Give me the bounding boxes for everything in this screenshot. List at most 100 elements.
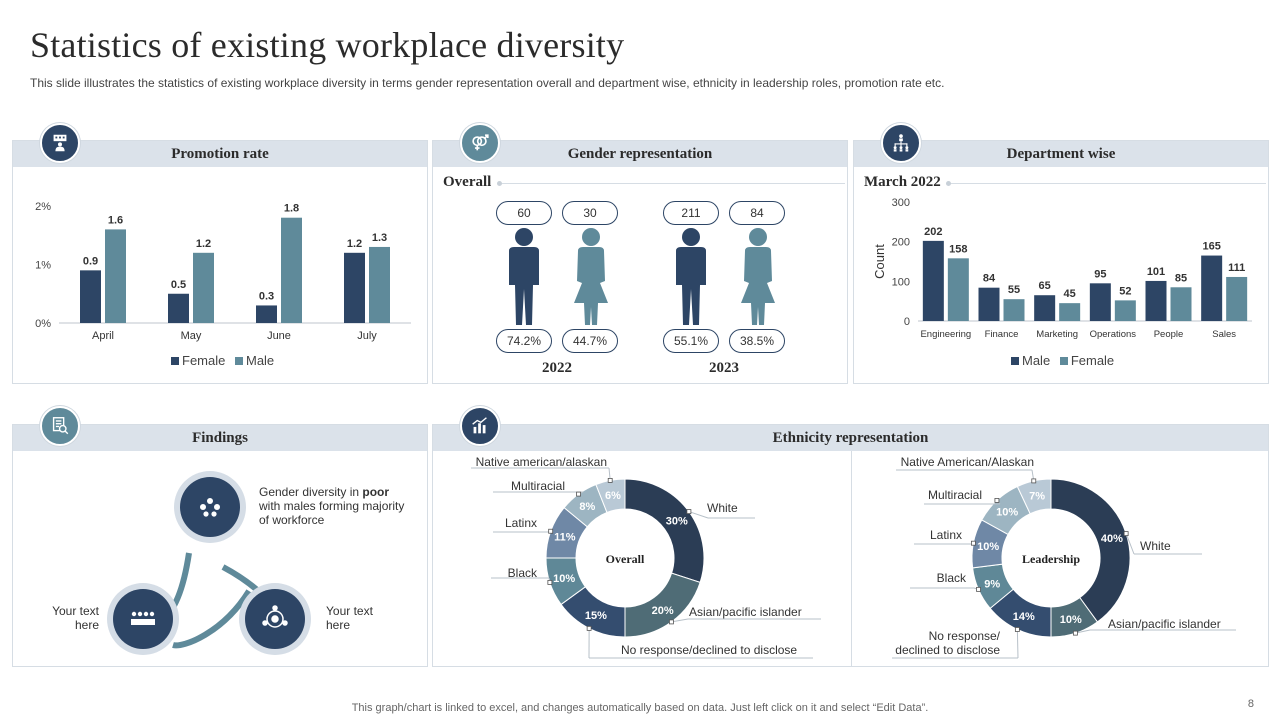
- y-tick-label: 100: [892, 276, 910, 288]
- slice-value-label: 10%: [553, 573, 575, 585]
- ethnicity-representation-title: Ethnicity representation: [433, 425, 1268, 451]
- bar-male-july: [369, 246, 390, 323]
- page-subtitle: This slide illustrates the statistics of…: [30, 76, 945, 90]
- legend-male-label: Male: [245, 353, 275, 368]
- male-pct-2023: 55.1%: [663, 329, 719, 353]
- department-legend: Male Female: [1011, 353, 1114, 368]
- x-tick-label: July: [357, 330, 377, 342]
- male-pct-2022: 74.2%: [496, 329, 552, 353]
- leader-line: [1075, 629, 1091, 634]
- data-label: 0.3: [259, 290, 274, 302]
- slice-category-label: Native american/alaskan: [476, 455, 607, 469]
- bar-female-july: [344, 252, 365, 323]
- slice-value-label: 9%: [984, 578, 1000, 590]
- slice-value-label: 7%: [1029, 491, 1045, 503]
- slice-value-label: 30%: [666, 515, 688, 527]
- slice-white: [1050, 478, 1131, 623]
- data-label: 85: [1175, 272, 1187, 284]
- finding-left-text: Your text here: [52, 604, 99, 632]
- leader-anchor: [669, 619, 674, 625]
- overall-divider-dot: [497, 181, 502, 186]
- slice-category-label: Black: [937, 571, 967, 585]
- ethnicity-overall-donut: 30% White 20% Asian/pacific islander 15% No r…: [471, 455, 821, 659]
- data-label: 1.2: [347, 238, 362, 250]
- female-pct-2022: 44.7%: [562, 329, 618, 353]
- page-number: 8: [1247, 698, 1254, 710]
- promotion-legend: Female Male: [171, 353, 274, 368]
- data-label: 202: [924, 226, 942, 238]
- promotion-rate-title: Promotion rate: [13, 141, 427, 167]
- bar-female-finance: [1003, 299, 1025, 321]
- data-label: 45: [1064, 288, 1076, 300]
- legend-male-swatch: [234, 357, 243, 365]
- data-label: 1.8: [284, 203, 299, 215]
- leader-line: [671, 618, 689, 623]
- x-tick-label: June: [267, 330, 291, 342]
- male-count-2022: 60: [496, 201, 552, 225]
- male-figure-icon: [509, 228, 539, 325]
- leader-line: [1016, 629, 1019, 659]
- slice-value-label: 10%: [996, 506, 1018, 518]
- slice-category-label: Asian/pacific islander: [689, 605, 802, 619]
- bar-female-april: [80, 270, 101, 323]
- slice-value-label: 11%: [554, 531, 576, 543]
- leader-anchor: [586, 625, 592, 631]
- female-count-2022: 30: [562, 201, 618, 225]
- y-tick-label: 300: [892, 197, 910, 209]
- leader-anchor: [686, 509, 692, 514]
- department-chart: 0 100 200 300 202 158 Engineering 84 55 Finance 65…: [872, 197, 1252, 340]
- slice-value-label: 6%: [605, 490, 621, 502]
- slice-category-label: Latinx: [930, 528, 962, 542]
- male-count-2023: 211: [663, 201, 719, 225]
- bar-chart-icon: [460, 406, 500, 446]
- y-tick-label: 0: [904, 316, 910, 328]
- y-axis-label: Count: [872, 244, 887, 279]
- slice-white: [624, 478, 705, 584]
- promotion-rate-panel: Promotion rate 0% 1% 2% 0.9 1.6 April 0.5 1.2 Ma…: [12, 140, 428, 384]
- slice-value-label: 10%: [1060, 614, 1082, 626]
- donut-center-label: Leadership: [1022, 552, 1080, 566]
- legend-female-label: Female: [1070, 353, 1115, 368]
- leader-anchor: [547, 580, 553, 585]
- data-label: 0.9: [83, 255, 98, 267]
- slice-value-label: 20%: [652, 605, 674, 617]
- ethnicity-representation-panel: Ethnicity representation 30% White 20% Asia…: [432, 424, 1269, 667]
- slice-value-label: 10%: [977, 541, 999, 553]
- slice-value-label: 14%: [1013, 611, 1035, 623]
- findings-panel: Findings Gender diversity in poor with m…: [12, 424, 428, 667]
- slice-category-label: Multiracial: [511, 479, 565, 493]
- leader-anchor: [994, 498, 1000, 503]
- finding-top-text: Gender diversity in poor with males form…: [259, 485, 405, 527]
- data-label: 101: [1147, 266, 1165, 278]
- leader-anchor: [970, 540, 976, 546]
- leader-anchor: [607, 477, 613, 483]
- slice-category-label: Latinx: [505, 516, 537, 530]
- leader-anchor: [1031, 478, 1037, 484]
- department-date-label: March 2022: [864, 174, 941, 190]
- team-icon: [200, 498, 220, 517]
- data-label: 1.3: [372, 232, 387, 244]
- y-tick-label: 2%: [35, 201, 51, 213]
- bar-female-june: [256, 305, 277, 323]
- bar-male-april: [105, 229, 126, 323]
- slice-value-label: 40%: [1101, 533, 1123, 545]
- slice-native-american-alaskan: [595, 478, 626, 514]
- leader-anchor: [976, 586, 981, 592]
- slice-category-label: Asian/pacific islander: [1108, 617, 1221, 631]
- ethnicity-divider: [851, 451, 852, 667]
- date-divider-dot: [946, 181, 951, 186]
- gender-representation-panel: Gender representation Overall 60 30 74.2…: [432, 140, 848, 384]
- gender-representation-title: Gender representation: [433, 141, 847, 167]
- leader-anchor: [1123, 531, 1129, 536]
- slice-category-label: Native American/Alaskan: [901, 455, 1034, 469]
- presenter-icon: [40, 123, 80, 163]
- slice-category-label: declined to disclose: [895, 643, 1000, 657]
- data-label: 95: [1094, 268, 1106, 280]
- year-2023: 2023: [709, 360, 739, 376]
- bar-male-may: [193, 252, 214, 323]
- legend-female-swatch: [1059, 357, 1068, 365]
- org-chart-icon: [881, 123, 921, 163]
- slice-category-label: Multiracial: [928, 488, 982, 502]
- bar-female-marketing: [1059, 303, 1081, 321]
- data-label: 158: [949, 243, 967, 255]
